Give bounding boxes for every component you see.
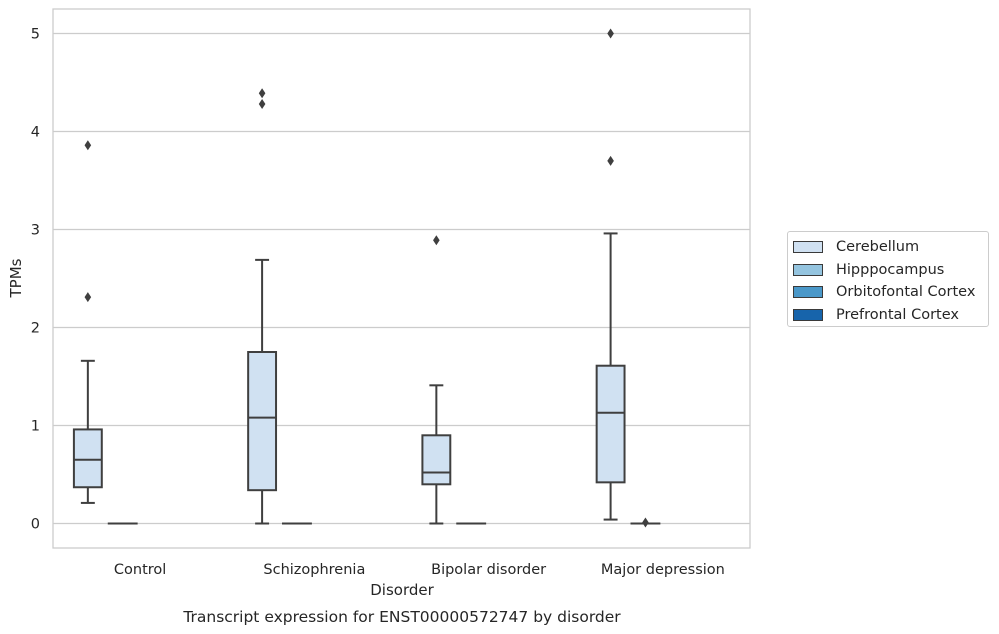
x-tick-label: Control	[114, 562, 166, 578]
x-tick-label: Major depression	[601, 562, 725, 578]
outlier-point	[258, 88, 266, 99]
legend-label: Cerebellum	[836, 239, 920, 256]
box-body	[595, 364, 626, 484]
outlier-point	[84, 292, 92, 303]
y-tick-label: 3	[31, 223, 40, 239]
outlier-point	[607, 155, 614, 166]
legend: Cerebellum Hipppocampus Orbitofontal Corte…	[787, 231, 989, 327]
box-plot-0-2	[421, 235, 452, 525]
box-body	[247, 351, 278, 492]
y-tick-label: 2	[31, 321, 40, 337]
box-body	[421, 434, 452, 486]
y-tick-label: 4	[31, 125, 40, 141]
y-tick-label: 0	[31, 517, 40, 533]
legend-swatch	[793, 286, 823, 299]
legend-item: Orbitofontal Cortex	[793, 281, 988, 304]
outlier-point	[84, 140, 92, 151]
outlier-point	[607, 28, 614, 39]
box-plot-0-0	[72, 140, 103, 504]
legend-swatch	[793, 241, 823, 254]
y-tick-label: 1	[31, 419, 40, 435]
plot-area-frame	[52, 8, 751, 549]
outlier-point	[642, 517, 649, 528]
box-body	[72, 428, 103, 489]
x-axis-ticks: Control Schizophrenia Bipolar disorder Majo…	[114, 562, 725, 578]
box-plot-1-3	[630, 517, 661, 528]
x-tick-label: Bipolar disorder	[431, 562, 546, 578]
outlier-point	[258, 99, 266, 110]
chart-title: Transcript expression for ENST0000057274…	[182, 608, 621, 626]
legend-swatch	[793, 308, 823, 321]
box-plots	[72, 28, 661, 528]
legend-label: Prefrontal Cortex	[836, 306, 959, 323]
y-axis-label: TPMs	[7, 258, 25, 298]
legend-item: Prefrontal Cortex	[793, 304, 988, 327]
legend-item: Hipppocampus	[793, 259, 988, 282]
legend-item: Cerebellum	[793, 236, 988, 259]
grid-lines	[53, 32, 750, 525]
outlier-point	[433, 235, 440, 246]
x-axis-label: Disorder	[370, 581, 434, 599]
box-plot-0-3	[595, 28, 626, 521]
legend-label: Orbitofontal Cortex	[836, 284, 976, 301]
legend-swatch	[793, 263, 823, 276]
x-tick-label: Schizophrenia	[263, 562, 365, 578]
y-tick-label: 5	[31, 27, 40, 43]
y-axis-ticks: 0 1 2 3 4 5	[31, 27, 40, 533]
box-plot-0-1	[247, 88, 278, 525]
legend-label: Hipppocampus	[836, 261, 945, 278]
